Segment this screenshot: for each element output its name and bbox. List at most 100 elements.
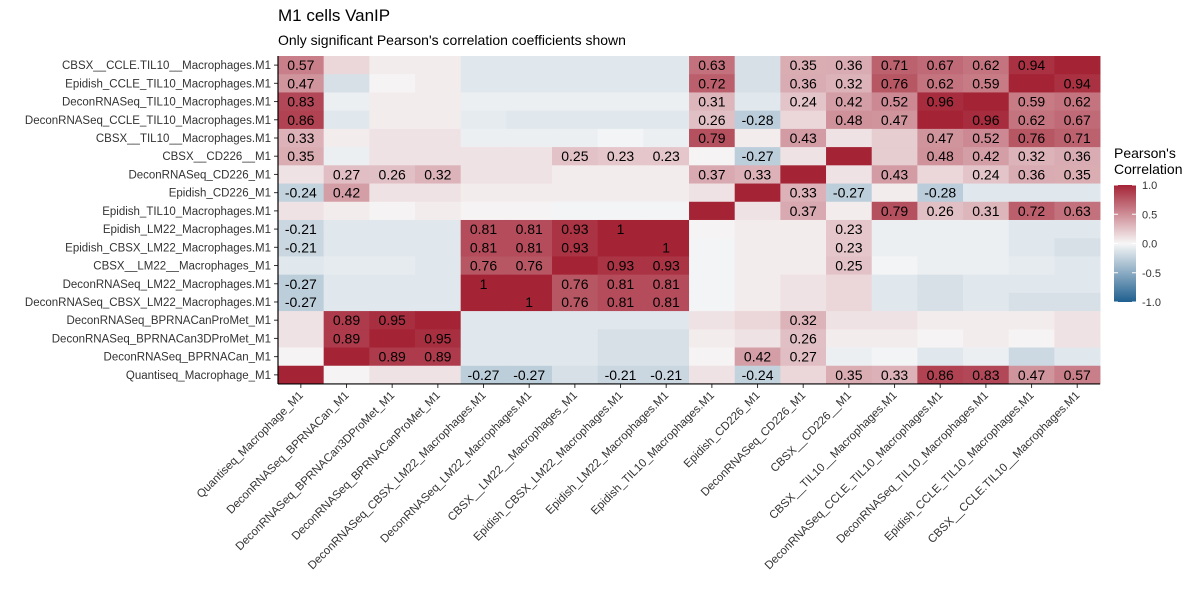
heatmap-cell: [278, 292, 325, 312]
cell-value-label: 0.93: [607, 258, 634, 274]
legend-title: Correlation: [1114, 161, 1182, 177]
heatmap-cell: [415, 292, 462, 312]
heatmap-cell: [323, 292, 370, 312]
heatmap-cell: [871, 110, 918, 130]
heatmap-cell: [1054, 165, 1101, 184]
heatmap-cell: [415, 347, 462, 367]
cell-value-label: 0.37: [698, 166, 725, 182]
cell-value-label: 0.26: [927, 203, 954, 219]
heatmap-cell: [415, 183, 462, 203]
heatmap-cell: [1008, 219, 1055, 239]
cell-value-label: 0.93: [561, 239, 588, 255]
heatmap-cell: [871, 92, 918, 112]
cell-value-label: 0.36: [1064, 148, 1091, 164]
heatmap-cell: [917, 183, 964, 203]
heatmap-cell: [415, 74, 462, 93]
cell-value-label: 0.25: [561, 148, 588, 164]
heatmap-cell: [323, 365, 370, 385]
y-tick-label: Epidish_CBSX_LM22_Macrophages.M1: [65, 242, 271, 254]
heatmap-cell: [597, 219, 644, 239]
heatmap-cell: [871, 201, 918, 221]
heatmap-cell: [734, 311, 781, 330]
cell-value-label: 0.93: [561, 221, 588, 237]
heatmap-cell: [689, 183, 736, 203]
heatmap-cell: [415, 219, 462, 239]
y-tick-label: DeconRNASeq_CD226_M1: [128, 169, 271, 181]
heatmap-cell: [1054, 365, 1101, 385]
heatmap-cell: [1008, 256, 1055, 276]
heatmap-cell: [323, 201, 370, 221]
heatmap-cell: [734, 147, 781, 166]
heatmap-cell: [826, 311, 873, 330]
heatmap-cell: [734, 347, 781, 367]
cell-value-label: 0.24: [790, 94, 817, 110]
heatmap-cell: [460, 74, 507, 93]
legend-tick-label: 0.5: [1142, 209, 1157, 221]
heatmap-cell: [643, 74, 690, 93]
cell-value-label: 0.62: [1018, 112, 1045, 128]
heatmap-cell: [734, 183, 781, 203]
heatmap-cell: [734, 329, 781, 348]
heatmap-cell: [597, 256, 644, 276]
heatmap-cell: [826, 238, 873, 257]
heatmap-cell: [643, 365, 690, 385]
heatmap-cell: [780, 201, 827, 221]
heatmap-cell: [506, 365, 553, 385]
heatmap-cell: [963, 238, 1010, 257]
cell-value-label: 0.71: [881, 57, 908, 73]
heatmap-cell: [460, 238, 507, 257]
axes: [277, 56, 1101, 385]
y-tick-label: DeconRNASeq_BPRNACanProMet_M1: [66, 315, 271, 327]
heatmap-cell: [689, 365, 736, 385]
heatmap-cell: [689, 147, 736, 166]
heatmap-cell: [415, 256, 462, 276]
cell-value-label: 0.24: [972, 166, 999, 182]
cell-value-label: 0.37: [790, 203, 817, 219]
heatmap-cell: [871, 311, 918, 330]
cell-value-label: 0.35: [287, 148, 314, 164]
cell-value-label: 0.26: [790, 330, 817, 346]
cell-value-label: 0.35: [790, 57, 817, 73]
heatmap-cell: [689, 165, 736, 184]
heatmap-cell: [871, 347, 918, 367]
cell-value-label: 0.43: [881, 166, 908, 182]
cell-value-label: 0.57: [1064, 367, 1091, 383]
cell-value-label: 0.33: [881, 367, 908, 383]
cell-value-label: 0.89: [333, 312, 360, 328]
heatmap-cell: [826, 183, 873, 203]
heatmap-cell: [780, 329, 827, 348]
heatmap-cell: [1008, 165, 1055, 184]
heatmap-cell: [963, 110, 1010, 130]
heatmap-cell: [369, 329, 416, 348]
cell-value-label: 1: [662, 239, 670, 255]
cell-value-label: 0.32: [424, 166, 451, 182]
x-tick-label: CBSX__CD226__M1: [769, 390, 854, 475]
heatmap-cell: [1054, 201, 1101, 221]
heatmap-cell: [552, 110, 599, 130]
heatmap-cell: [780, 128, 827, 148]
heatmap-cell: [552, 329, 599, 348]
heatmap-cell: [826, 56, 873, 75]
cell-value-label: 0.26: [379, 166, 406, 182]
heatmap-cell: [689, 238, 736, 257]
heatmap-cell: [917, 311, 964, 330]
heatmap-cell: [871, 274, 918, 294]
cell-value-label: 0.36: [790, 75, 817, 91]
cell-value-label: 0.23: [607, 148, 634, 164]
heatmap-cell: [369, 74, 416, 93]
heatmap-cell: [734, 292, 781, 312]
heatmap-cell: [369, 165, 416, 184]
heatmap-cell: [1054, 329, 1101, 348]
cell-value-label: 0.48: [835, 112, 862, 128]
x-tick-label: Epidish_CD226_M1: [682, 390, 763, 471]
heatmap-cell: [1008, 74, 1055, 93]
heatmap-cell: [1008, 147, 1055, 166]
heatmap-cell: [552, 165, 599, 184]
cell-value-label: 0.42: [333, 185, 360, 201]
cell-value-label: -0.27: [513, 367, 545, 383]
cell-value-label: 0.57: [287, 57, 314, 73]
heatmap-cell: [460, 165, 507, 184]
cell-value-label: 0.33: [790, 185, 817, 201]
heatmap-cell: [1008, 92, 1055, 112]
heatmap-cell: [917, 147, 964, 166]
